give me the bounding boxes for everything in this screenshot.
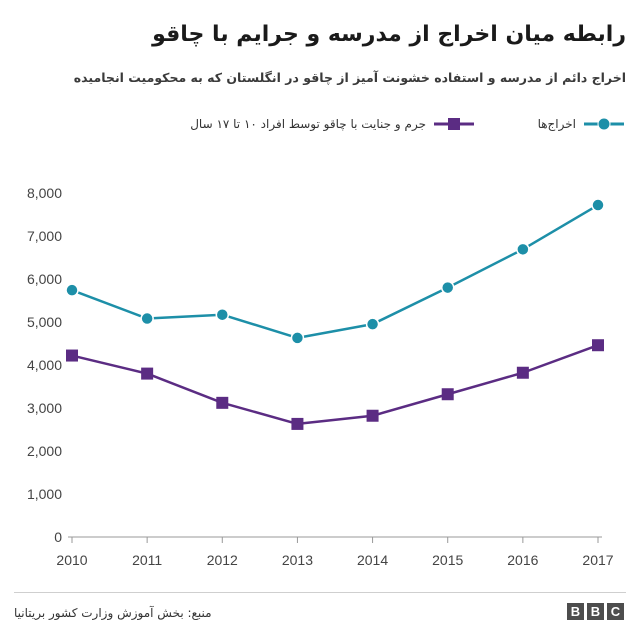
chart-subtitle: اخراج دائم از مدرسه و استفاده خشونت آمیز… — [73, 70, 626, 85]
logo-letter: C — [607, 603, 624, 620]
y-tick-label: 2,000 — [27, 443, 62, 459]
data-point-expulsions — [65, 283, 79, 297]
data-point-knife-crime — [141, 367, 154, 380]
y-tick-label: 6,000 — [27, 271, 62, 287]
legend-item-knife-crime: جرم و جنایت با چاقو توسط افراد ۱۰ تا ۱۷ … — [190, 114, 474, 134]
footer-divider — [14, 592, 626, 593]
logo-letter: B — [587, 603, 604, 620]
legend-label-expulsions: اخراج‌ها — [537, 117, 576, 131]
x-tick-label: 2017 — [582, 552, 613, 568]
chart-legend: اخراج‌ها جرم و جنایت با چاقو توسط افراد … — [190, 114, 624, 138]
x-tick-label: 2014 — [357, 552, 388, 568]
y-tick-label: 8,000 — [27, 185, 62, 201]
data-point-knife-crime — [291, 417, 304, 430]
legend-square-marker-icon — [434, 118, 474, 130]
data-point-knife-crime — [592, 339, 604, 352]
x-tick-label: 2010 — [56, 552, 87, 568]
series-line-expulsions — [71, 203, 599, 340]
y-tick-label: 1,000 — [27, 486, 62, 502]
y-tick-label: 4,000 — [27, 357, 62, 373]
y-tick-label: 0 — [54, 529, 62, 545]
data-point-knife-crime — [366, 409, 379, 422]
y-tick-label: 7,000 — [27, 228, 62, 244]
y-tick-label: 5,000 — [27, 314, 62, 330]
data-point-expulsions — [215, 307, 230, 322]
legend-circle-marker-icon — [584, 117, 624, 131]
x-tick-label: 2013 — [282, 552, 313, 568]
data-point-expulsions — [591, 198, 605, 212]
data-point-knife-crime — [66, 349, 78, 362]
series-line-knife-crime — [71, 344, 599, 426]
data-point-expulsions — [516, 242, 530, 257]
data-point-knife-crime — [216, 396, 229, 409]
data-point-expulsions — [440, 280, 455, 295]
data-point-expulsions — [365, 317, 380, 331]
line-chart: 8,000 7,000 6,000 5,000 4,000 3,000 2,000 1,000… — [27, 185, 614, 568]
data-point-knife-crime — [441, 388, 454, 401]
chart-title: رابطه میان اخراج از مدرسه و جرایم با چاق… — [152, 22, 626, 47]
x-tick-label: 2015 — [432, 552, 463, 568]
y-tick-label: 3,000 — [27, 400, 62, 416]
logo-letter: B — [567, 603, 584, 620]
data-point-expulsions — [140, 311, 154, 326]
bbc-logo: B B C — [567, 603, 624, 620]
legend-label-knife-crime: جرم و جنایت با چاقو توسط افراد ۱۰ تا ۱۷ … — [190, 117, 426, 131]
source-note: منبع: بخش آموزش وزارت کشور بریتانیا — [14, 606, 212, 620]
x-tick-label: 2012 — [207, 552, 238, 568]
data-point-knife-crime — [516, 366, 529, 379]
x-tick-label: 2016 — [507, 552, 538, 568]
data-point-expulsions — [290, 331, 305, 345]
legend-item-expulsions: اخراج‌ها — [538, 114, 624, 134]
x-tick-label: 2011 — [132, 552, 162, 568]
